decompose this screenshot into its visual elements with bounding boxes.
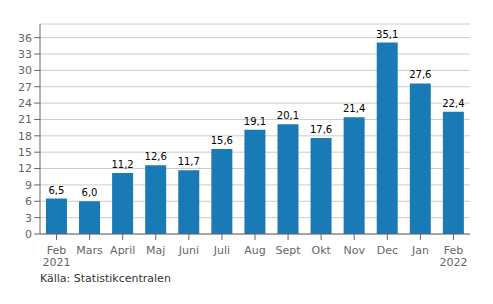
svg-text:3: 3 [25,212,32,225]
svg-text:12: 12 [18,162,32,175]
svg-text:6,5: 6,5 [49,185,65,196]
svg-text:Mars: Mars [76,244,103,257]
svg-text:12,6: 12,6 [145,151,167,162]
svg-text:35,1: 35,1 [376,29,398,40]
svg-text:24: 24 [18,97,32,110]
svg-text:21: 21 [18,113,32,126]
svg-text:Aug: Aug [244,244,265,257]
svg-text:11,2: 11,2 [111,159,133,170]
svg-text:Juni: Juni [178,244,199,257]
svg-text:20,1: 20,1 [277,110,299,121]
svg-text:30: 30 [18,64,32,77]
svg-text:Feb2021: Feb2021 [43,244,71,269]
svg-text:Dec: Dec [377,244,398,257]
svg-text:Feb2022: Feb2022 [439,244,467,269]
svg-text:21,4: 21,4 [343,103,365,114]
svg-text:Juli: Juli [213,244,230,257]
svg-text:6: 6 [25,195,32,208]
html-text:Källa: Statistikcentralen: Källa: Statistikcentralen [40,272,171,285]
svg-text:36: 36 [18,32,32,45]
svg-text:33: 33 [18,48,32,61]
svg-text:18: 18 [18,130,32,143]
svg-text:Okt: Okt [311,244,331,257]
svg-text:15,6: 15,6 [211,135,233,146]
svg-text:Jan: Jan [411,244,429,257]
svg-text:6,0: 6,0 [82,187,98,198]
svg-text:Maj: Maj [146,244,165,257]
svg-text:Nov: Nov [343,244,365,257]
svg-text:Sept: Sept [276,244,302,257]
svg-text:15: 15 [18,146,32,159]
svg-text:17,6: 17,6 [310,124,332,135]
svg-text:9: 9 [25,179,32,192]
svg-text:22,4: 22,4 [442,98,464,109]
svg-text:19,1: 19,1 [244,116,266,127]
svg-text:11,7: 11,7 [178,156,200,167]
svg-text:0: 0 [25,228,32,241]
svg-text:April: April [110,244,135,257]
svg-text:27,6: 27,6 [409,69,431,80]
svg-text:27: 27 [18,81,32,94]
